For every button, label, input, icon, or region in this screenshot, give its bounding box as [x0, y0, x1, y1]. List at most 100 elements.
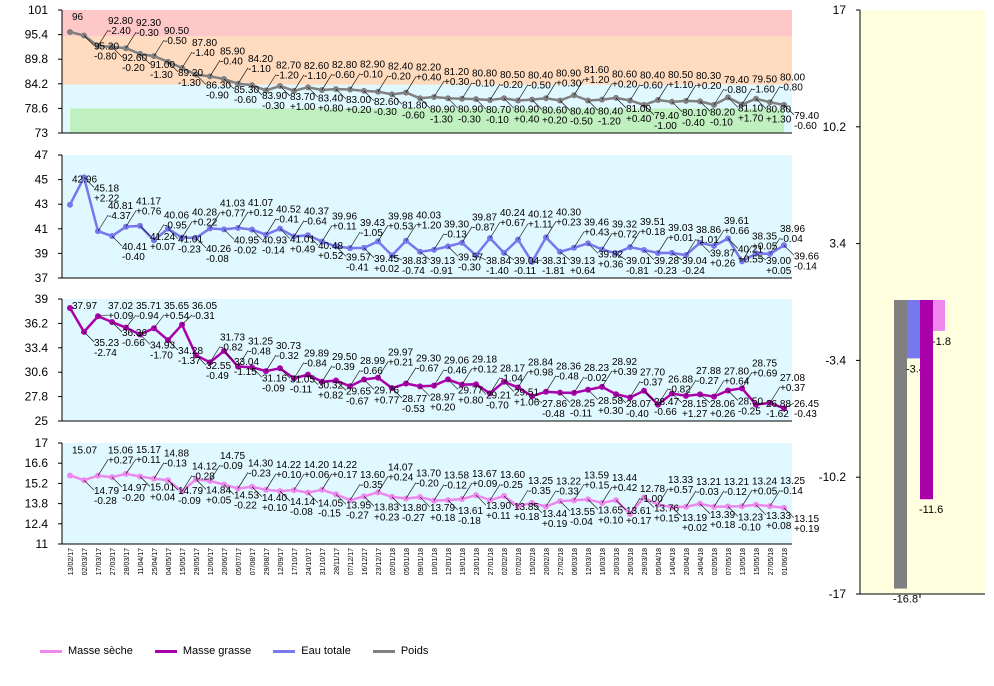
data-label-line: -0.50 [164, 36, 187, 47]
data-label: 28.36 -0.48 [556, 362, 581, 383]
panel-masse-grasse: 25 27.8 30.6 33.4 36.2 39 37.97 35.23 -2.74 37.02… [25, 292, 820, 428]
label-leader [153, 224, 165, 241]
data-label: 28.06 +0.26 [710, 399, 736, 420]
data-label-line: 28.47 [654, 397, 679, 408]
legend-item-poids[interactable]: Poids [372, 645, 428, 657]
data-label: 29.77 +0.80 [458, 385, 484, 406]
label-leader [447, 379, 459, 390]
data-label: 40.37 -0.64 [304, 207, 329, 228]
data-label-line: 37.97 [72, 301, 97, 312]
data-label: 39.45 +0.02 [374, 254, 400, 275]
data-label-line: 80.10 [682, 108, 707, 119]
data-label: 89.20 -1.30 [178, 68, 203, 89]
data-label-line: -0.94 [136, 311, 159, 322]
data-label: 80.90 -1.30 [430, 104, 455, 125]
label-leader [237, 67, 249, 84]
data-label: 13.61 +0.17 [626, 506, 652, 527]
data-label-line: +1.00 [290, 102, 316, 113]
x-tick-label: 06/03/18 [572, 548, 579, 575]
data-label: 13.60 -0.35 [360, 470, 385, 491]
bar-value-label: -1.8 [932, 336, 951, 348]
label-leader [531, 99, 543, 110]
x-tick-label: 15/05/17 [180, 548, 187, 575]
data-label-line: +0.10 [262, 503, 288, 514]
data-label-line: +0.05 [766, 266, 792, 277]
data-label-line: 38.84 [486, 256, 511, 267]
y-tick-label: 84.2 [25, 77, 49, 91]
data-label: 34.93 -1.70 [150, 340, 175, 361]
data-label-line: -0.27 [346, 510, 369, 521]
data-label-line: 82.60 [374, 97, 399, 108]
label-leader [517, 371, 529, 388]
data-label-line: +0.64 [724, 377, 750, 388]
data-label: 36.36 -0.66 [122, 328, 147, 349]
data-label-line: 13.23 [738, 512, 763, 523]
x-tick-label: 07/12/17 [348, 548, 355, 575]
data-label-line: +0.05 [206, 495, 232, 506]
data-label-line: 40.52 [276, 205, 301, 216]
data-label-line: 27.86 [542, 399, 567, 410]
label-leader [349, 484, 361, 501]
label-leader [545, 82, 557, 99]
data-label: 40.06 -0.95 [164, 210, 189, 231]
data-label-line: -0.48 [542, 409, 565, 420]
data-label-line: -0.27 [402, 513, 425, 524]
label-leader [615, 253, 627, 261]
data-label-line: 28.17 [500, 363, 525, 374]
data-label-line: -2.74 [94, 348, 117, 359]
data-label: 81.60 +1.20 [584, 65, 610, 86]
data-label-line: -0.60 [640, 80, 663, 91]
legend-item-masse-seche[interactable]: Masse sèche [40, 645, 133, 657]
legend-item-masse-grasse[interactable]: Masse grasse [154, 645, 251, 657]
data-label: 28.15 +1.27 [682, 399, 708, 420]
data-label-line: 13.44 [612, 473, 637, 484]
label-leader [251, 367, 263, 378]
data-label-line: +0.15 [654, 514, 680, 525]
label-leader [755, 504, 767, 515]
data-label: 39.51 +0.18 [640, 217, 666, 238]
data-label-line: 29.65 [346, 386, 371, 397]
data-label-line: 40.21 [738, 245, 763, 256]
data-label-line: 39.51 [640, 217, 665, 228]
data-point-eau-totale [613, 250, 619, 257]
data-label-line: 13.25 [780, 476, 805, 487]
label-leader [293, 473, 305, 491]
data-label-line: 92.80 [108, 16, 133, 27]
data-point-masse-grasse [67, 304, 73, 311]
data-label: 90.50 -0.50 [164, 26, 189, 47]
label-leader [293, 74, 305, 91]
data-label-line: 35.23 [94, 338, 119, 349]
data-label-line: 13.19 [682, 513, 707, 524]
data-label-line: -0.35 [528, 486, 551, 497]
label-leader [713, 88, 725, 106]
y-tick-label: 43 [35, 197, 49, 211]
x-tick-label: 15/05/18 [754, 548, 761, 575]
label-leader [447, 98, 459, 109]
legend-label-masse-seche: Masse sèche [68, 645, 133, 657]
data-label-line: 79.40 [794, 111, 819, 122]
data-label-line: +0.24 [388, 472, 414, 483]
label-leader [111, 46, 123, 58]
data-label: 27.80 +0.64 [724, 367, 750, 388]
legend-item-eau-totale[interactable]: Eau totale [273, 645, 351, 657]
data-label-line: -4.37 [108, 211, 131, 222]
y-tick-label: 37 [35, 271, 49, 285]
data-label-line: 14.14 [290, 497, 315, 508]
data-label-line: +0.72 [612, 229, 638, 240]
label-leader [601, 486, 613, 504]
data-label-line: +0.20 [346, 105, 372, 116]
data-label-line: 80.80 [472, 69, 497, 80]
label-leader [783, 245, 795, 256]
data-label: 30.73 -0.32 [276, 341, 301, 362]
data-label: 86.30 -0.90 [206, 81, 231, 102]
data-label: 13.23 -0.10 [738, 512, 763, 533]
data-label: 80.90 -0.30 [458, 104, 483, 125]
legend-swatch-eau-totale [273, 649, 296, 653]
label-leader [97, 314, 109, 317]
y-tick-label: 16.6 [25, 456, 49, 470]
data-label-line: -0.84 [304, 358, 327, 369]
label-leader [587, 389, 599, 401]
data-label: 13.90 +0.11 [486, 501, 511, 522]
data-label-line: 34.28 [178, 346, 203, 357]
data-label: 84.20 -1.10 [248, 54, 273, 75]
